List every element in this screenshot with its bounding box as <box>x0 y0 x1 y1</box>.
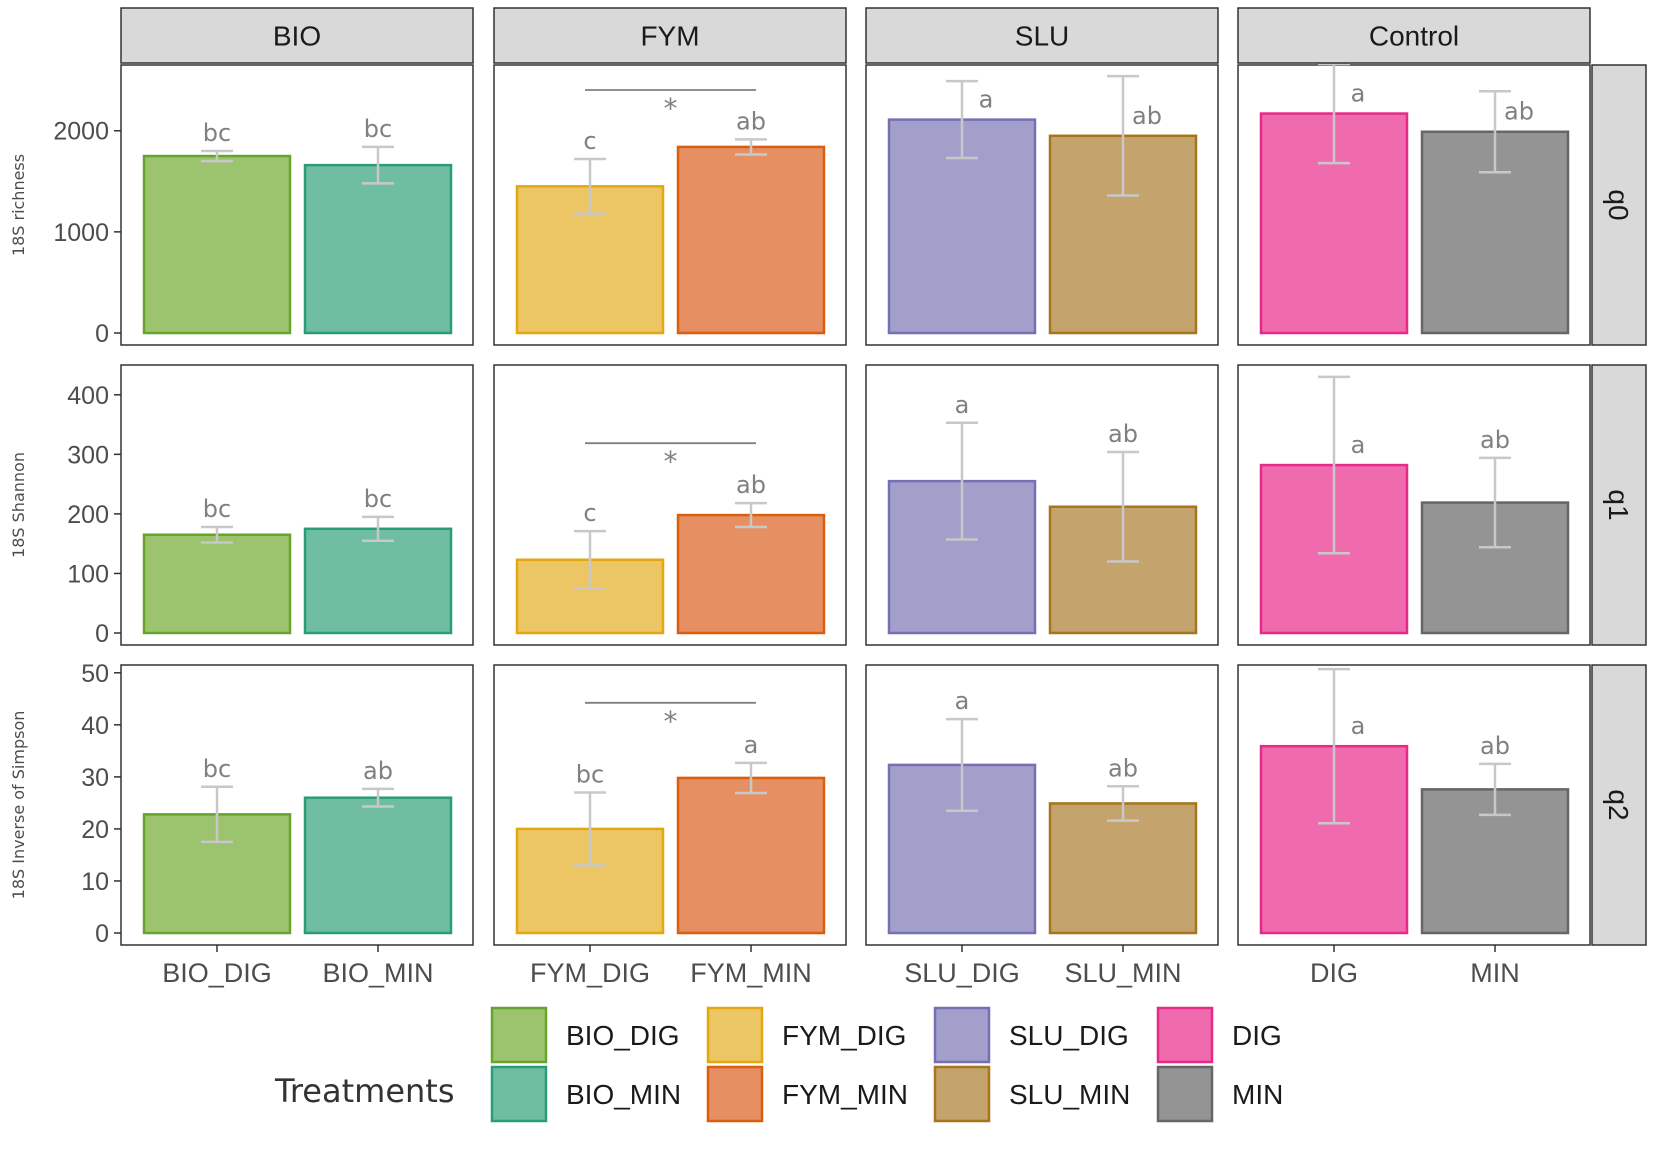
legend-key-bio_min <box>490 1065 548 1123</box>
y-tick-label: 200 <box>67 501 109 529</box>
row-strip-q2 <box>1591 664 1647 946</box>
y-tick-label: 30 <box>81 764 109 792</box>
legend-key-slu_dig <box>933 1006 991 1064</box>
legend-key-min <box>1156 1065 1214 1123</box>
y-tick-label: 400 <box>67 382 109 410</box>
x-tick-label: FYM_DIG <box>530 958 650 988</box>
column-strip-label: BIO <box>273 21 321 52</box>
x-tick-label: DIG <box>1310 958 1358 988</box>
bar-bio_dig-q1 <box>142 533 292 635</box>
bar-fym_min-q2 <box>676 776 826 935</box>
legend-key-dig <box>1156 1006 1214 1064</box>
group-letter-label: bc <box>364 485 392 513</box>
group-letter-label: ab <box>736 107 766 135</box>
group-letter-label: a <box>1351 431 1366 459</box>
y-tick-label: 0 <box>95 620 109 648</box>
column-strip-label: SLU <box>1015 21 1069 52</box>
legend-label: FYM_DIG <box>782 1020 906 1051</box>
column-strip-fym <box>493 7 847 64</box>
bar-slu_min-q2 <box>1048 802 1198 935</box>
x-tick-label: FYM_MIN <box>690 958 812 988</box>
panel-layer: bc bc c ab * a ab a ab bc bc c ab * a ab a ab bc ab bc a * a ab a… <box>120 62 1591 946</box>
y-tick-label: 2000 <box>53 118 109 146</box>
column-strip-bio <box>120 7 474 64</box>
y-tick-label: 100 <box>67 560 109 588</box>
y-tick-label: 300 <box>67 441 109 469</box>
legend-label: DIG <box>1232 1020 1282 1051</box>
group-letter-label: c <box>583 499 596 527</box>
bar-bio_min-q2 <box>303 796 453 935</box>
legend-label: SLU_DIG <box>1009 1020 1129 1051</box>
legend-key-slu_min <box>933 1065 991 1123</box>
group-letter-label: ab <box>1480 732 1510 760</box>
y-axis-label: 18S richness <box>9 154 28 256</box>
legend-label: BIO_MIN <box>566 1079 681 1110</box>
x-tick-label: MIN <box>1470 958 1520 988</box>
legend-label: BIO_DIG <box>566 1020 680 1051</box>
legend-title: Treatments <box>274 1072 455 1110</box>
y-tick-label: 1000 <box>53 219 109 247</box>
row-strip-q0 <box>1591 64 1647 346</box>
group-letter-label: a <box>979 86 994 114</box>
legend-key-fym_min <box>706 1065 764 1123</box>
bar-bio_min-q1 <box>303 527 453 635</box>
legend-label: MIN <box>1232 1079 1283 1110</box>
x-tick-label: SLU_MIN <box>1064 958 1181 988</box>
group-letter-label: a <box>955 687 970 715</box>
bar-fym_min-q1 <box>676 513 826 635</box>
significance-star: * <box>664 705 678 738</box>
group-letter-label: bc <box>203 755 231 783</box>
column-strip-slu <box>865 7 1219 64</box>
group-letter-label: bc <box>203 119 231 147</box>
group-letter-label: a <box>1351 80 1366 108</box>
row-strip-label: q2 <box>1603 789 1634 820</box>
group-letter-label: a <box>744 731 759 759</box>
group-letter-label: ab <box>1108 754 1138 782</box>
row-strip-label: q0 <box>1603 189 1634 220</box>
y-tick-label: 0 <box>95 920 109 948</box>
bar-bio_dig-q0 <box>142 154 292 335</box>
bar-bio_min-q0 <box>303 163 453 335</box>
group-letter-label: ab <box>1504 98 1534 126</box>
bar-min-q0 <box>1420 130 1570 335</box>
y-tick-label: 40 <box>81 712 109 740</box>
y-tick-label: 20 <box>81 816 109 844</box>
column-strip-label: FYM <box>640 21 699 52</box>
legend-label: FYM_MIN <box>782 1079 908 1110</box>
legend-key-fym_dig <box>706 1006 764 1064</box>
legend-label: SLU_MIN <box>1009 1079 1130 1110</box>
group-letter-label: ab <box>1108 420 1138 448</box>
significance-star: * <box>664 445 678 478</box>
x-tick-label: BIO_DIG <box>162 958 272 988</box>
y-axis-label: 18S Shannon <box>9 452 28 558</box>
group-letter-label: ab <box>363 757 393 785</box>
row-strip-q1 <box>1591 364 1647 646</box>
y-axis-label: 18S Inverse of Simpson <box>9 711 28 900</box>
group-letter-label: bc <box>203 495 231 523</box>
bar-fym_min-q0 <box>676 145 826 335</box>
group-letter-label: bc <box>364 115 392 143</box>
y-tick-label: 50 <box>81 660 109 688</box>
y-tick-label: 10 <box>81 868 109 896</box>
group-letter-label: bc <box>576 760 604 788</box>
group-letter-label: ab <box>1480 426 1510 454</box>
group-letter-label: ab <box>736 471 766 499</box>
significance-star: * <box>664 92 678 125</box>
group-letter-label: c <box>583 127 596 155</box>
x-tick-label: SLU_DIG <box>904 958 1020 988</box>
group-letter-label: a <box>955 391 970 419</box>
legend: Treatments BIO_DIG BIO_MIN FYM_DIG FYM_MIN SL… <box>274 1006 1283 1123</box>
column-strip-control <box>1237 7 1591 64</box>
legend-key-bio_dig <box>490 1006 548 1064</box>
group-letter-label: a <box>1351 712 1366 740</box>
column-strip-label: Control <box>1369 21 1459 52</box>
row-strip-label: q1 <box>1603 489 1634 520</box>
group-letter-label: ab <box>1132 102 1162 130</box>
strip-layer: BIO FYM SLU Control q0 q1 q2 <box>120 7 1647 946</box>
x-tick-label: BIO_MIN <box>322 958 433 988</box>
y-tick-label: 0 <box>95 320 109 348</box>
